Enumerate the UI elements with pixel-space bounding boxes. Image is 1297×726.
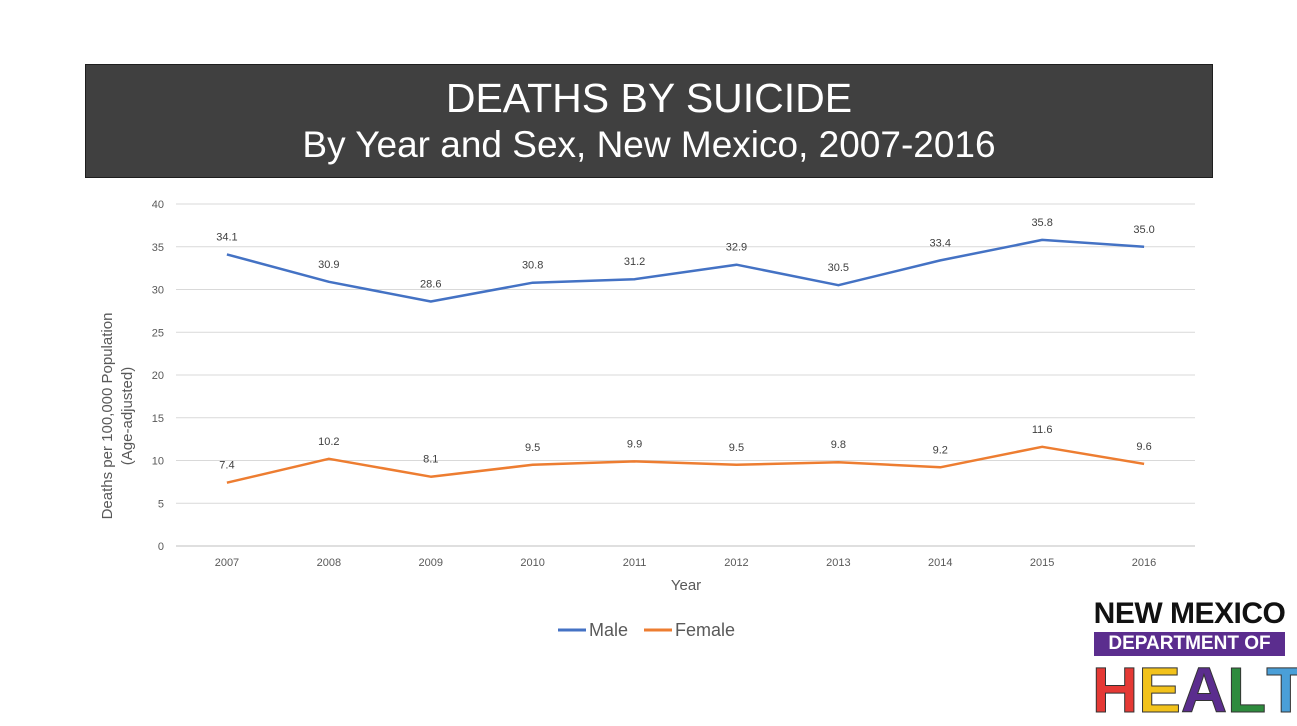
- data-label: 10.2: [318, 436, 339, 448]
- logo-line-new-mexico: NEW MEXICO: [1093, 597, 1286, 630]
- y-tick-label: 20: [152, 370, 164, 382]
- data-labels: 34.1 30.9 28.6 30.8 31.2 32.9 30.5 33.4 35.8 35.0…: [216, 217, 1155, 472]
- data-label: 9.5: [525, 442, 540, 454]
- x-tick-label: 2011: [623, 557, 647, 569]
- x-tick-label: 2009: [419, 557, 443, 569]
- y-tick-label: 40: [152, 199, 164, 211]
- x-tick-label: 2015: [1030, 557, 1054, 569]
- series-line-male: [226, 238, 1145, 303]
- logo-letter: H: [1091, 654, 1139, 726]
- x-tick-label: 2014: [928, 557, 952, 569]
- series-lines: [226, 238, 1145, 484]
- title-banner: DEATHS BY SUICIDE By Year and Sex, New M…: [85, 64, 1213, 178]
- y-axis-title-line2: (Age-adjusted): [119, 367, 136, 465]
- data-label: 7.4: [219, 460, 234, 472]
- logo-letter: L: [1227, 654, 1267, 726]
- y-tick-label: 15: [152, 413, 164, 425]
- legend-label: Male: [589, 620, 628, 640]
- logo-letter: A: [1180, 654, 1228, 726]
- logo-letter: T: [1266, 654, 1297, 726]
- data-label: 30.5: [828, 262, 849, 274]
- data-label: 30.8: [522, 260, 543, 272]
- gridlines: [176, 203, 1195, 547]
- series-line-female: [226, 445, 1145, 484]
- legend: Male Female: [558, 620, 735, 640]
- data-label: 34.1: [216, 231, 237, 243]
- data-label: 35.0: [1133, 224, 1154, 236]
- logo-health-letters: H E A L T H: [1091, 654, 1297, 726]
- y-tick-label: 5: [158, 498, 164, 510]
- data-label: 9.8: [831, 439, 846, 451]
- x-tick-label: 2007: [215, 557, 239, 569]
- x-tick-label: 2016: [1132, 557, 1156, 569]
- data-label: 11.6: [1032, 424, 1053, 436]
- data-label: 9.2: [933, 444, 948, 456]
- chart-subtitle: By Year and Sex, New Mexico, 2007-2016: [302, 124, 996, 165]
- y-tick-label: 30: [152, 285, 164, 297]
- data-label: 32.9: [726, 242, 747, 254]
- nmdoh-logo: NEW MEXICO DEPARTMENT OF H E A L T H: [1091, 597, 1297, 726]
- x-axis-title: Year: [671, 577, 701, 594]
- data-label: 33.4: [930, 237, 951, 249]
- data-label: 30.9: [318, 259, 339, 271]
- legend-label: Female: [675, 620, 735, 640]
- y-axis-title: Deaths per 100,000 Population (Age-adjus…: [99, 313, 136, 520]
- y-tick-label: 10: [152, 456, 164, 468]
- y-tick-label: 35: [152, 242, 164, 254]
- x-tick-label: 2008: [317, 557, 341, 569]
- data-label: 35.8: [1031, 217, 1052, 229]
- y-tick-label: 25: [152, 327, 164, 339]
- data-label: 9.9: [627, 438, 642, 450]
- data-label: 9.6: [1136, 441, 1151, 453]
- y-axis-title-line1: Deaths per 100,000 Population: [99, 313, 116, 520]
- y-axis-ticks: 0 5 10 15 20 25 30 35 40: [152, 199, 164, 553]
- x-tick-label: 2013: [826, 557, 850, 569]
- chart-title: DEATHS BY SUICIDE: [445, 75, 853, 121]
- x-tick-label: 2010: [520, 557, 544, 569]
- y-tick-label: 0: [158, 541, 164, 553]
- data-label: 31.2: [624, 256, 645, 268]
- data-label: 28.6: [420, 278, 441, 290]
- x-axis-ticks: 2007 2008 2009 2010 2011 2012 2013 2014 2015 2016: [215, 557, 1157, 569]
- logo-letter: E: [1138, 654, 1182, 726]
- data-label: 9.5: [729, 442, 744, 454]
- logo-line-department-of: DEPARTMENT OF: [1094, 632, 1285, 656]
- x-tick-label: 2012: [724, 557, 748, 569]
- data-label: 8.1: [423, 454, 438, 466]
